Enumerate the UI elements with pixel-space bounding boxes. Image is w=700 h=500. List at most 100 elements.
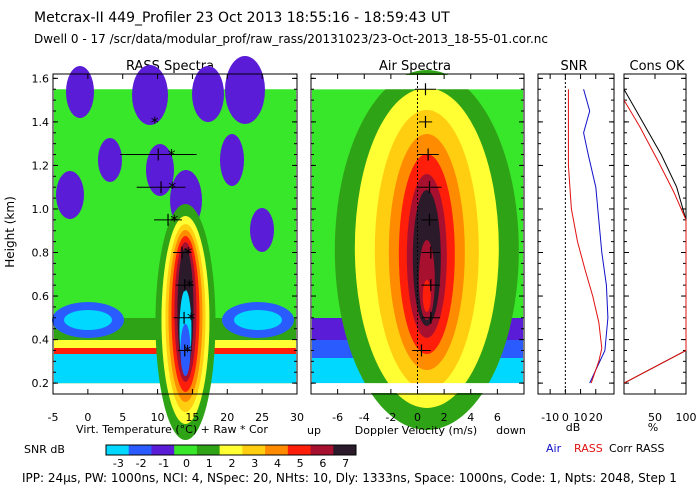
colorbar-cell — [128, 445, 152, 455]
rass-noise-patch — [146, 144, 174, 196]
corrected-point: * — [168, 146, 176, 165]
colorbar-cell — [242, 445, 266, 455]
colorbar-cell — [219, 445, 243, 455]
header-title: Metcrax-II 449_Profiler 23 Oct 2013 18:5… — [34, 10, 450, 26]
legend-corr-rass: Corr RASS — [609, 442, 664, 455]
rass-noise-patch — [64, 310, 112, 330]
colorbar-tick-label: 6 — [319, 457, 326, 470]
colorbar-tick-label: -3 — [113, 457, 124, 470]
y-tick-label: 0.8 — [32, 247, 50, 260]
corrected-point: * — [184, 244, 192, 263]
colorbar-cell — [106, 445, 130, 455]
y-tick-label: 0.6 — [32, 290, 50, 303]
cons-line-rass — [623, 99, 687, 384]
rass-noise-patch — [192, 66, 224, 122]
rass-noise-patch — [234, 310, 282, 330]
panel-frame — [623, 73, 687, 395]
x-tick-label: 15 — [185, 411, 199, 424]
x-tick-label: 30 — [290, 411, 304, 424]
y-tick-label: 1.6 — [32, 72, 50, 85]
rass-noise-patch — [220, 134, 244, 186]
corrected-point: * — [186, 276, 194, 295]
x-tick-label: 4 — [467, 411, 474, 424]
x-tick-label: -6 — [332, 411, 343, 424]
cons-x-label: % — [648, 421, 658, 434]
rass-noise-patch — [250, 208, 274, 252]
colorbar-cell — [265, 445, 289, 455]
air-signal-contour — [422, 280, 431, 312]
x-tick-label: 20 — [589, 411, 603, 424]
colorbar-cell — [287, 445, 312, 455]
y-tick-label: 1.0 — [32, 203, 50, 216]
x-tick-label: -5 — [48, 411, 59, 424]
colorbar-tick-label: -2 — [136, 457, 147, 470]
y-tick-label: 0.4 — [32, 334, 50, 347]
x-tick-label: 20 — [220, 411, 234, 424]
corrected-point: * — [168, 178, 176, 197]
colorbar-tick-label: 5 — [297, 457, 304, 470]
x-tick-label: 2 — [441, 411, 448, 424]
snr-panel: -10 0 10 20 — [537, 73, 615, 424]
colorbar-cell — [196, 445, 221, 455]
x-tick-label: 0 — [414, 411, 421, 424]
colorbar-cell — [333, 445, 357, 455]
rass-noise-patch — [132, 65, 168, 125]
corrected-point: * — [184, 341, 192, 360]
rass-noise-patch — [225, 56, 265, 124]
x-tick-label: -2 — [385, 411, 396, 424]
x-tick-label: 0 — [84, 411, 91, 424]
colorbar-tick-label: 7 — [342, 457, 349, 470]
colorbar-frame — [105, 444, 357, 456]
snr-line-rass — [567, 89, 603, 384]
snr-colorbar: -3 -2 -1 0 1 2 3 4 5 6 7 — [105, 444, 357, 470]
x-tick-label: 5 — [119, 411, 126, 424]
colorbar-cell — [174, 445, 198, 455]
cons-panel: 50 100 — [623, 73, 697, 424]
footer-params: IPP: 24μs, PW: 1000ns, NCI: 4, NSpec: 20… — [22, 471, 677, 485]
corrected-point: * — [151, 113, 159, 132]
y-tick-label: 1.2 — [32, 159, 50, 172]
rass-noise-patch — [56, 171, 84, 219]
rass-noise-patch — [98, 138, 122, 182]
y-tick-label: 0.2 — [32, 377, 50, 390]
rass-x-label: Virt. Temperature (°C) + Raw * Cor — [76, 423, 268, 436]
colorbar-label: SNR dB — [24, 443, 65, 456]
x-tick-label: 0 — [562, 411, 569, 424]
y-tick-label: 1.4 — [32, 116, 50, 129]
colorbar-tick-label: 1 — [206, 457, 213, 470]
corrected-point: * — [187, 309, 195, 328]
panel-title-snr: SNR — [560, 59, 587, 74]
legend-air: Air — [546, 442, 562, 455]
x-tick-label: -4 — [359, 411, 370, 424]
x-tick-label: 50 — [648, 411, 662, 424]
colorbar-tick-label: 4 — [274, 457, 281, 470]
colorbar-tick-label: -1 — [158, 457, 169, 470]
rass-noise-patch — [66, 66, 94, 118]
snr-line-air — [583, 89, 609, 384]
colorbar-cell — [310, 445, 334, 455]
panel-frame — [52, 73, 298, 395]
colorbar-tick-label: 2 — [229, 457, 236, 470]
x-tick-label: -10 — [541, 411, 559, 424]
air-blank — [312, 383, 523, 393]
y-axis-label: Height (km) — [3, 196, 17, 267]
colorbar-tick-label: 3 — [251, 457, 258, 470]
air-x-label-up: up — [307, 424, 321, 437]
x-tick-label: 10 — [574, 411, 588, 424]
air-x-label: Doppler Velocity (m/s) — [355, 424, 477, 437]
header-dwell-path: Dwell 0 - 17 /scr/data/modular_prof/raw_… — [34, 32, 548, 46]
x-tick-label: 6 — [494, 411, 501, 424]
colorbar-cell — [151, 445, 175, 455]
x-tick-label: 25 — [255, 411, 269, 424]
panel-frame — [537, 73, 615, 395]
rass-panel: 0.2 0.4 0.6 0.8 1.0 1.2 1.4 1.6 -5 0 5 10 15 20 25 30 * *… — [32, 56, 304, 440]
air-panel: -6 -4 -2 0 2 4 6 — [310, 70, 525, 430]
panel-title-cons: Cons OK — [630, 59, 685, 74]
air-x-label-down: down — [496, 424, 526, 437]
snr-x-label: dB — [566, 421, 581, 434]
panel-title-air: Air Spectra — [379, 59, 451, 74]
cons-line-corr-rass — [623, 88, 687, 384]
colorbar-tick-label: 0 — [183, 457, 190, 470]
x-tick-label: 100 — [676, 411, 697, 424]
